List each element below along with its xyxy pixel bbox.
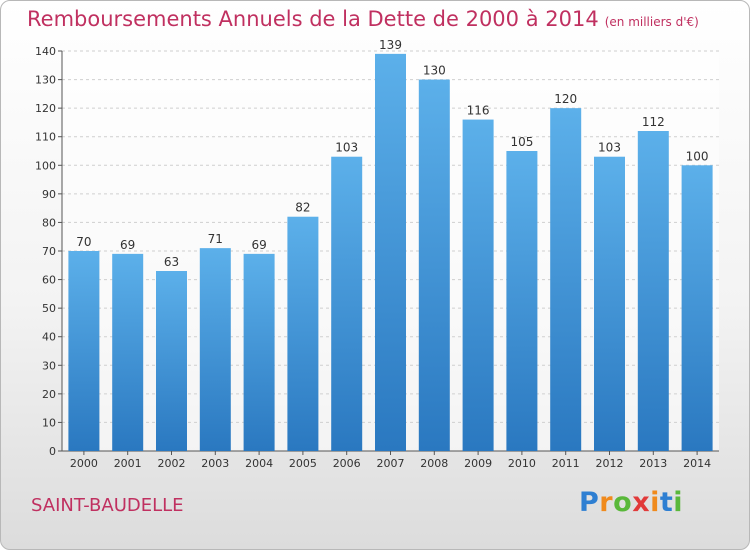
y-tick-label: 20	[42, 388, 56, 401]
bar	[199, 248, 231, 451]
logo-letter: i	[650, 487, 660, 518]
x-tick-label: 2007	[377, 457, 405, 470]
bar-value-label: 63	[164, 255, 179, 269]
x-tick-label: 2009	[464, 457, 492, 470]
y-tick-label: 140	[35, 45, 56, 58]
bar-value-label: 103	[335, 141, 358, 155]
bar-value-label: 69	[251, 238, 266, 252]
y-tick-label: 40	[42, 331, 56, 344]
bar	[331, 156, 363, 451]
x-tick-label: 2006	[333, 457, 361, 470]
chart-subtitle: (en milliers d'€)	[604, 15, 699, 29]
logo-letter: t	[659, 487, 674, 518]
x-tick-label: 2013	[639, 457, 667, 470]
bar	[287, 216, 319, 451]
x-tick-label: 2001	[114, 457, 142, 470]
bar-value-label: 139	[379, 38, 402, 52]
bar-value-label: 69	[120, 238, 135, 252]
chart-title: Remboursements Annuels de la Dette de 20…	[27, 7, 699, 31]
x-tick-label: 2014	[683, 457, 711, 470]
bar	[156, 271, 187, 451]
x-tick-label: 2010	[508, 457, 536, 470]
x-tick-label: 2012	[596, 457, 624, 470]
bar-value-label: 130	[423, 64, 446, 78]
y-tick-label: 130	[35, 74, 56, 87]
bar	[112, 253, 144, 451]
bar	[594, 156, 625, 451]
x-tick-label: 2011	[552, 457, 580, 470]
bar	[418, 79, 450, 452]
x-tick-label: 2000	[70, 457, 98, 470]
logo-letter: o	[613, 487, 633, 518]
y-tick-label: 30	[42, 359, 56, 372]
logo-letter: x	[632, 487, 651, 518]
logo-letter: i	[673, 487, 684, 518]
commune-name: SAINT-BAUDELLE	[31, 495, 184, 516]
bar	[462, 119, 494, 452]
y-tick-label: 50	[42, 302, 56, 315]
bar-value-label: 103	[598, 141, 621, 155]
y-tick-label: 60	[42, 274, 56, 287]
bar-value-label: 120	[554, 92, 577, 106]
x-tick-label: 2005	[289, 457, 317, 470]
bar	[68, 251, 100, 451]
x-tick-label: 2004	[245, 457, 273, 470]
bar-value-label: 82	[295, 201, 310, 215]
y-tick-label: 70	[42, 245, 56, 258]
bar-value-label: 100	[686, 149, 709, 163]
y-tick-label: 90	[42, 188, 56, 201]
bar-value-label: 70	[76, 235, 91, 249]
logo-letter: r	[599, 487, 614, 518]
bar	[681, 165, 713, 452]
y-tick-label: 100	[35, 159, 56, 172]
bar-value-label: 71	[208, 232, 223, 246]
bar	[375, 53, 406, 451]
bar-value-label: 105	[510, 135, 533, 149]
chart-title-text: Remboursements Annuels de la Dette de 20…	[27, 7, 599, 31]
x-tick-label: 2008	[420, 457, 448, 470]
bar	[506, 151, 538, 451]
bar	[550, 108, 582, 452]
bar	[637, 131, 669, 451]
y-tick-label: 110	[35, 131, 56, 144]
x-tick-label: 2003	[201, 457, 229, 470]
bar-value-label: 112	[642, 115, 665, 129]
y-tick-label: 10	[42, 416, 56, 429]
bar-value-label: 116	[467, 104, 490, 118]
bar	[243, 253, 275, 451]
proxiti-logo: Proxiti	[579, 487, 683, 518]
y-tick-label: 120	[35, 102, 56, 115]
x-tick-label: 2002	[158, 457, 186, 470]
y-tick-label: 0	[49, 445, 56, 458]
y-tick-label: 80	[42, 216, 56, 229]
logo-letter: P	[579, 487, 600, 518]
